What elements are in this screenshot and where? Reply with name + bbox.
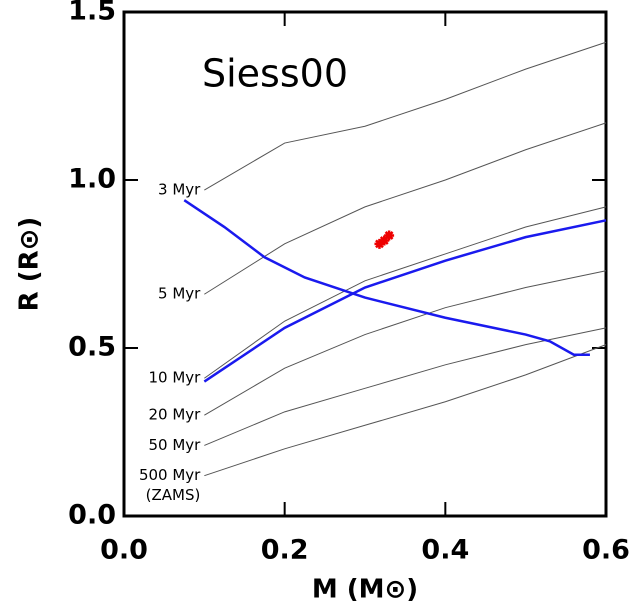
series-line <box>204 122 607 295</box>
series-label: 500 Myr <box>139 466 201 484</box>
x-tick-label: 0.2 <box>261 535 309 566</box>
y-axis-label: R (R⊙) <box>15 217 45 312</box>
series-line <box>203 219 607 383</box>
annotation: (ZAMS) <box>146 486 201 504</box>
y-tick-label: 1.0 <box>68 164 116 195</box>
data-point <box>374 238 385 249</box>
y-tick-label: 0.5 <box>68 332 116 363</box>
series-line <box>204 270 607 416</box>
series-line <box>204 344 607 477</box>
series-label: 5 Myr <box>158 285 201 303</box>
series-line <box>204 206 607 379</box>
x-tick-label: 0.6 <box>582 535 630 566</box>
data-point <box>384 230 395 241</box>
plot-frame <box>122 10 608 518</box>
chart-title: Siess00 <box>202 52 348 96</box>
series-line <box>183 199 590 356</box>
series-label: 3 Myr <box>158 181 201 199</box>
series-line <box>204 327 607 446</box>
x-axis-label: M (M⊙) <box>312 575 418 605</box>
y-tick-label: 1.5 <box>68 0 116 27</box>
data-point <box>379 235 390 246</box>
x-tick-label: 0.0 <box>100 535 148 566</box>
y-tick-label: 0.0 <box>68 500 116 531</box>
series-label: 20 Myr <box>148 406 201 424</box>
x-tick-label: 0.4 <box>421 535 469 566</box>
series-label: 10 Myr <box>148 369 201 387</box>
series-label: 50 Myr <box>148 436 201 454</box>
series-line <box>204 41 607 191</box>
